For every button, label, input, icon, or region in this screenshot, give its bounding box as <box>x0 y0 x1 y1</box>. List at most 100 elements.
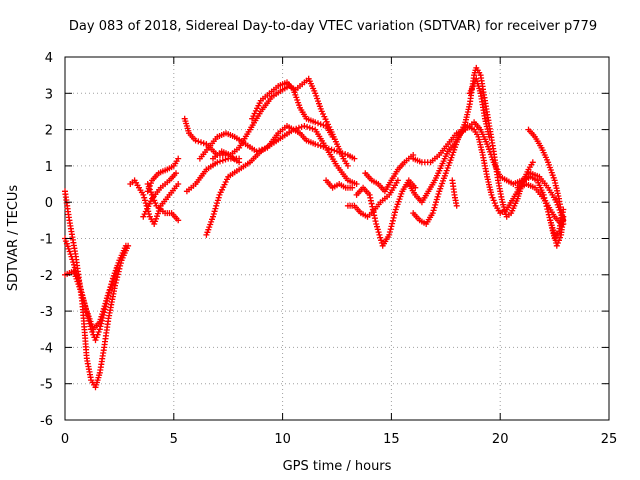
data-point <box>543 203 550 210</box>
data-point <box>388 223 395 230</box>
data-point <box>95 329 102 335</box>
data-point <box>542 197 549 204</box>
series-track-n <box>323 177 356 191</box>
series-track-y <box>449 177 460 209</box>
data-point <box>211 208 218 215</box>
data-point <box>111 273 118 279</box>
x-axis-label: GPS time / hours <box>283 459 392 474</box>
data-point <box>70 259 77 266</box>
data-point <box>368 200 375 207</box>
x-tick-label: 20 <box>492 432 509 447</box>
data-point <box>542 200 549 207</box>
data-point <box>433 196 440 203</box>
data-point <box>544 206 551 213</box>
data-point <box>93 334 100 341</box>
series-track-q <box>362 152 417 195</box>
data-point <box>94 331 101 338</box>
data-point <box>351 155 358 162</box>
data-point <box>200 140 207 147</box>
data-point <box>490 197 497 204</box>
data-point <box>320 122 327 129</box>
data-point <box>219 157 226 164</box>
y-tick-label: 1 <box>45 160 53 175</box>
data-point <box>152 200 159 207</box>
data-point <box>112 282 118 289</box>
data-point <box>210 211 217 217</box>
y-tick-label: 4 <box>45 51 53 66</box>
data-point <box>92 337 99 344</box>
data-point <box>372 218 379 225</box>
y-tick-label: -1 <box>40 233 53 248</box>
data-point <box>386 229 393 235</box>
grid-lines <box>65 57 609 420</box>
data-point <box>389 217 396 224</box>
data-point <box>71 261 77 268</box>
data-point <box>175 181 182 187</box>
y-tick-label: -4 <box>40 341 53 356</box>
data-point <box>149 191 155 198</box>
series-track-i <box>183 155 243 195</box>
series-track-e <box>144 155 182 195</box>
data-point <box>145 183 152 190</box>
data-point <box>103 297 110 304</box>
x-tick-label: 5 <box>170 432 178 447</box>
data-point <box>390 214 397 221</box>
data-point <box>142 197 148 204</box>
data-point <box>113 267 120 274</box>
series-track-t <box>410 119 567 224</box>
data-point <box>344 162 351 169</box>
data-point <box>293 125 300 132</box>
data-point <box>546 214 553 221</box>
data-point <box>434 193 441 200</box>
data-point <box>290 126 297 133</box>
data-point <box>301 123 308 129</box>
data-point <box>192 137 199 144</box>
data-point <box>309 125 316 132</box>
data-point <box>82 302 89 309</box>
data-point <box>148 180 154 187</box>
data-point <box>213 202 220 209</box>
data-point <box>142 200 149 207</box>
data-point <box>175 217 182 224</box>
data-point <box>545 208 552 215</box>
data-point <box>374 223 380 230</box>
x-tick-label: 25 <box>601 432 618 447</box>
data-point <box>387 226 394 233</box>
data-point <box>69 256 76 263</box>
y-tick-label: -3 <box>40 305 53 320</box>
data-point <box>214 200 220 207</box>
data-point <box>374 226 381 233</box>
data-point <box>212 205 219 212</box>
data-point <box>114 274 121 281</box>
y-tick-label: 3 <box>45 87 53 102</box>
data-point <box>315 120 321 127</box>
axis-ticks: 0 5 10 15 20 25 -6 -5 -4 -3 -2 -1 0 1 2 3 4 <box>40 51 617 447</box>
data-point <box>540 191 547 198</box>
data-point <box>560 213 567 220</box>
data-point <box>110 275 117 282</box>
data-point <box>391 212 398 219</box>
data-point <box>107 284 114 291</box>
data-point <box>214 197 221 204</box>
data-point <box>198 139 204 146</box>
data-point <box>96 326 103 333</box>
data-point <box>376 231 383 238</box>
y-tick-label: -2 <box>40 269 53 284</box>
series-track-k <box>210 75 351 169</box>
data-point <box>105 289 112 296</box>
data-point <box>114 264 121 271</box>
data-point <box>556 237 562 244</box>
data-point <box>81 299 88 306</box>
data-point <box>554 240 561 246</box>
data-point <box>386 231 393 238</box>
series-track-p <box>353 177 419 249</box>
data-point <box>100 305 107 312</box>
data-point <box>77 286 84 293</box>
y-tick-label: 2 <box>45 124 53 139</box>
y-tick-label: 0 <box>45 196 53 211</box>
data-point <box>89 329 96 335</box>
data-point <box>295 124 302 131</box>
y-tick-label: -5 <box>40 378 53 393</box>
data-point <box>367 197 374 204</box>
